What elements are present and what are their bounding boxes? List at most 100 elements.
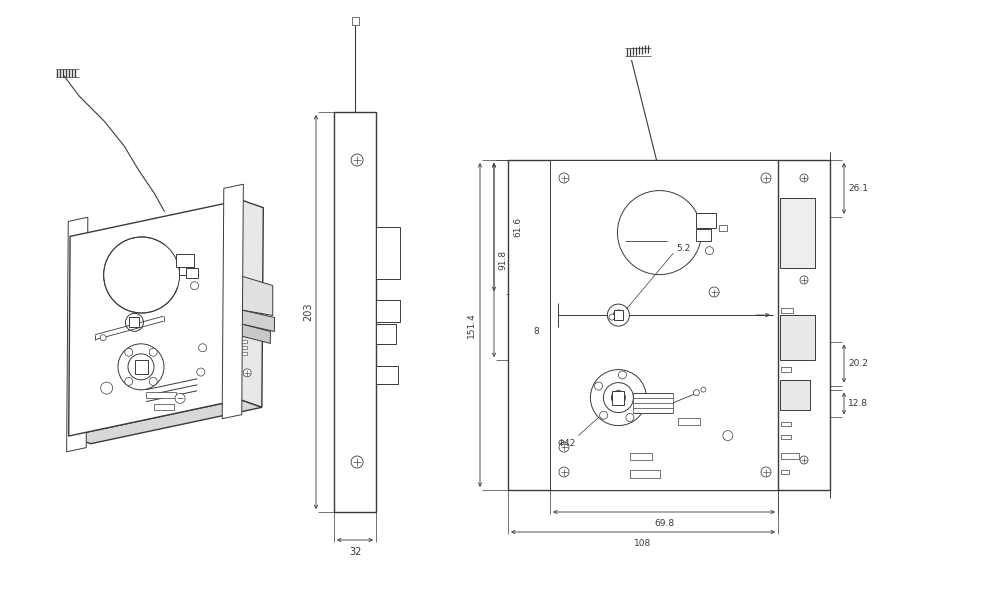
Circle shape <box>613 310 623 320</box>
Circle shape <box>175 394 185 403</box>
Circle shape <box>351 456 363 468</box>
Circle shape <box>611 390 625 405</box>
Circle shape <box>609 314 615 320</box>
Bar <box>130 318 140 327</box>
Bar <box>696 229 711 241</box>
Bar <box>781 435 791 439</box>
Bar <box>778 160 830 490</box>
Circle shape <box>126 313 144 331</box>
Text: 61.6: 61.6 <box>513 217 522 237</box>
Bar <box>696 212 716 228</box>
Text: 8: 8 <box>533 327 538 335</box>
Circle shape <box>197 368 205 376</box>
Bar <box>176 254 194 267</box>
Circle shape <box>559 442 569 452</box>
Circle shape <box>104 237 180 313</box>
Circle shape <box>693 390 699 395</box>
Circle shape <box>705 247 713 255</box>
Bar <box>780 315 815 360</box>
Bar <box>179 267 191 275</box>
Bar <box>376 366 398 384</box>
Circle shape <box>599 411 607 419</box>
Bar <box>243 352 248 355</box>
Polygon shape <box>241 276 273 316</box>
Circle shape <box>761 173 771 183</box>
Bar <box>135 360 148 374</box>
Polygon shape <box>69 400 262 444</box>
Circle shape <box>626 414 634 422</box>
Circle shape <box>800 276 808 284</box>
Bar <box>781 422 791 426</box>
Circle shape <box>125 348 133 356</box>
Circle shape <box>101 382 113 394</box>
Bar <box>780 198 815 268</box>
Circle shape <box>216 214 226 223</box>
Polygon shape <box>222 184 244 419</box>
Circle shape <box>149 348 157 356</box>
Bar <box>376 324 396 344</box>
Polygon shape <box>241 324 271 343</box>
Polygon shape <box>241 310 275 332</box>
Circle shape <box>559 173 569 183</box>
Bar <box>243 346 248 349</box>
Text: Φ42: Φ42 <box>557 439 575 448</box>
Circle shape <box>603 382 633 412</box>
Bar <box>376 227 400 279</box>
Circle shape <box>215 385 225 395</box>
Bar <box>146 392 176 398</box>
Text: 32: 32 <box>349 547 362 557</box>
Text: 20.2: 20.2 <box>848 359 868 368</box>
Polygon shape <box>240 200 264 408</box>
Circle shape <box>125 378 133 386</box>
Bar <box>629 453 651 460</box>
Bar <box>352 17 359 25</box>
Circle shape <box>84 412 94 423</box>
Circle shape <box>723 431 733 441</box>
Bar <box>186 267 198 277</box>
Circle shape <box>800 456 808 464</box>
Circle shape <box>131 318 139 326</box>
Bar <box>550 160 778 490</box>
Bar <box>677 417 699 425</box>
Bar <box>633 393 673 412</box>
Bar <box>508 160 778 490</box>
Circle shape <box>199 344 207 352</box>
Bar <box>719 225 727 231</box>
Circle shape <box>594 382 602 390</box>
Bar <box>781 308 793 313</box>
Text: 91.8: 91.8 <box>499 250 507 270</box>
Circle shape <box>701 387 706 392</box>
Circle shape <box>590 370 646 425</box>
Circle shape <box>86 241 96 251</box>
Text: 69.8: 69.8 <box>654 520 674 529</box>
Circle shape <box>261 291 269 299</box>
Bar <box>612 390 624 405</box>
Circle shape <box>800 336 808 344</box>
Circle shape <box>709 287 719 297</box>
Bar <box>243 340 248 343</box>
Circle shape <box>761 467 771 477</box>
Circle shape <box>100 335 106 341</box>
Text: 12.8: 12.8 <box>848 399 868 408</box>
Circle shape <box>351 154 363 166</box>
Text: 26.1: 26.1 <box>848 184 868 193</box>
Bar <box>780 380 810 410</box>
Circle shape <box>800 174 808 182</box>
Polygon shape <box>69 200 242 436</box>
Bar <box>781 453 799 459</box>
Bar <box>781 367 791 372</box>
Circle shape <box>118 344 164 390</box>
Text: 203: 203 <box>303 303 313 321</box>
Bar <box>155 404 175 410</box>
Circle shape <box>128 354 154 380</box>
Polygon shape <box>67 217 88 452</box>
Circle shape <box>617 190 701 275</box>
Bar <box>376 300 400 322</box>
Bar <box>614 310 623 320</box>
Circle shape <box>800 396 808 404</box>
Bar <box>781 470 789 474</box>
Text: 151.4: 151.4 <box>467 312 476 338</box>
Text: 5.2: 5.2 <box>676 244 690 253</box>
Circle shape <box>618 371 626 379</box>
Circle shape <box>607 304 629 326</box>
